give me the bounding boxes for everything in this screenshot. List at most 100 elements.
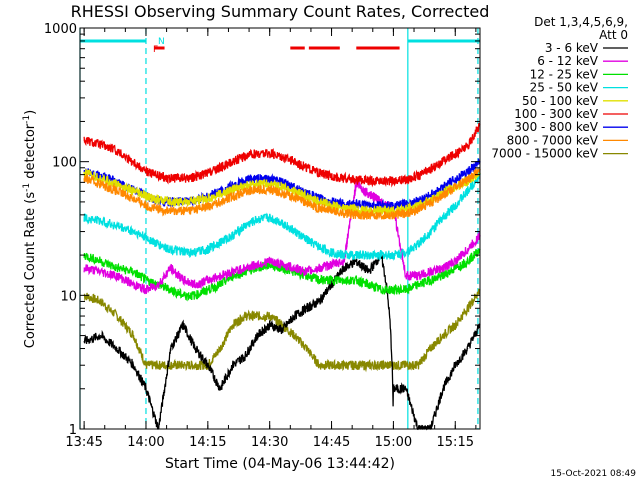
series-7-point: [306, 202, 308, 204]
series-3-point: [83, 217, 85, 219]
series-7-point: [454, 186, 456, 189]
series-3-point: [417, 243, 419, 246]
legend-header-line-1: Det 1,3,4,5,6,9,: [534, 15, 628, 29]
x-axis: 13:45 14:00 14:15 14:30 14:45 15:00 15:15: [65, 28, 477, 450]
series-4-point: [355, 208, 357, 210]
series-4-point: [256, 183, 258, 185]
series-4-point: [244, 185, 246, 187]
series-3-point: [133, 230, 135, 233]
series-3-point: [157, 243, 159, 246]
x-tick-label: 15:00: [375, 435, 412, 450]
series-1-point: [343, 260, 345, 262]
series-5-point: [429, 168, 432, 170]
series-2-point: [293, 271, 296, 273]
series-3-point: [429, 230, 432, 233]
series-5-point: [318, 172, 320, 174]
series-1-point: [454, 260, 456, 262]
series-1-point: [133, 284, 135, 286]
series-6-point: [368, 204, 370, 207]
plot-frame: [79, 27, 481, 430]
series-1-point: [219, 275, 221, 277]
series-7-point: [330, 210, 333, 212]
series-1-point: [157, 284, 159, 286]
series-6-point: [392, 204, 395, 207]
series-2-point: [182, 294, 184, 296]
series-0-point: [318, 300, 320, 303]
x-tick-label: 14:15: [189, 435, 226, 450]
series-8-point: [355, 364, 357, 366]
series-line-0: [83, 250, 481, 431]
series-3-point: [442, 217, 444, 219]
series-2-point: [269, 263, 271, 266]
series-0-point: [405, 388, 407, 390]
series-7-point: [100, 183, 102, 185]
series-5-point: [405, 179, 407, 181]
series-0-point: [269, 324, 271, 326]
series-0-point: [182, 324, 184, 326]
series-0-point: [467, 347, 469, 350]
legend-label: 6 - 12 keV: [537, 54, 599, 68]
legend-label: 100 - 300 keV: [514, 107, 598, 121]
series-8-point: [467, 307, 469, 309]
series-3: [83, 170, 481, 261]
series-0-point: [330, 284, 333, 286]
series-3-point: [380, 254, 382, 256]
series-2-point: [244, 271, 246, 273]
series-0-point: [83, 341, 85, 343]
series-line-3: [83, 170, 481, 261]
series-6-point: [355, 203, 357, 205]
series-5-point: [207, 172, 209, 174]
series-1-point: [330, 263, 333, 266]
series-2-point: [100, 260, 102, 262]
x-tick-label: 14:45: [313, 435, 350, 450]
series-8-point: [244, 315, 246, 317]
series-1-point: [116, 275, 118, 277]
series-2-point: [380, 289, 382, 291]
series-2-point: [281, 267, 283, 269]
series-3-point: [170, 248, 172, 251]
series-4-point: [194, 200, 197, 202]
series-4-point: [207, 197, 209, 200]
series-2-point: [417, 284, 419, 286]
series-0-point: [145, 388, 147, 390]
series-6-point: [330, 201, 333, 203]
series-8-point: [380, 364, 382, 366]
series-0-point: [454, 364, 456, 366]
series-1-point: [442, 267, 444, 269]
series-0-point: [116, 347, 118, 350]
x-tick-label: 14:30: [251, 435, 288, 450]
series-6-point: [454, 178, 456, 180]
series-1-point: [417, 275, 419, 277]
series-5-point: [392, 180, 395, 182]
x-tick-label: 15:15: [437, 435, 474, 450]
series-7-point: [145, 204, 147, 207]
series-7-point: [219, 201, 221, 203]
series-2-point: [454, 267, 456, 269]
series-7-point: [417, 208, 419, 210]
series-5-point: [231, 161, 234, 163]
series-8-point: [170, 364, 172, 366]
series-7-point: [368, 214, 370, 216]
series-7-point: [281, 192, 283, 194]
series-8-point: [116, 315, 118, 317]
series-5-point: [170, 177, 172, 179]
series-5-point: [145, 170, 147, 172]
series-5-point: [380, 180, 382, 182]
series-1-point: [83, 267, 85, 269]
series-7-point: [182, 210, 184, 212]
series-6-point: [417, 200, 419, 202]
series-1-point: [306, 271, 308, 273]
series-8-point: [293, 334, 296, 337]
footer-timestamp: 15-Oct-2021 08:49: [551, 469, 637, 479]
series-2-point: [429, 279, 432, 281]
annotation-f: F: [153, 45, 158, 55]
series-7-point: [256, 188, 258, 191]
series-6-point: [318, 197, 320, 200]
series-4-point: [231, 188, 234, 191]
series-4-point: [219, 193, 221, 195]
series-0-point: [219, 388, 221, 390]
legend-label: 300 - 800 keV: [514, 120, 598, 134]
series-8-point: [405, 364, 407, 366]
y-axis: 1 10 100 1000: [44, 22, 480, 438]
